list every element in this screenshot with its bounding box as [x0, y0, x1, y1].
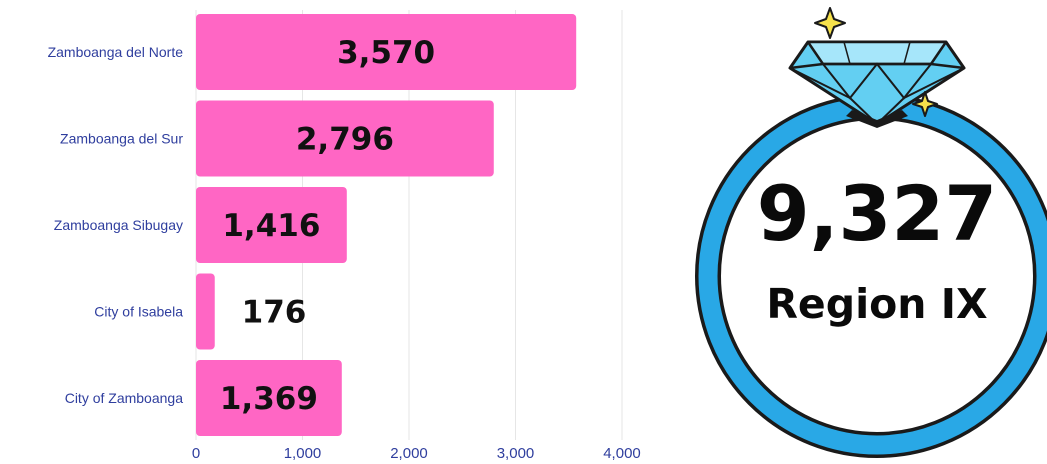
data-label: 3,570	[337, 35, 435, 71]
category-label: City of Isabela	[94, 304, 183, 320]
x-tick-label: 3,000	[497, 445, 535, 462]
diamond-icon	[788, 40, 966, 128]
category-label: Zamboanga del Norte	[48, 44, 184, 60]
sparkle-icon	[814, 7, 846, 39]
bar-chart: Zamboanga del Norte Zamboanga del Sur Zamb…	[48, 10, 641, 462]
category-label: Zamboanga del Sur	[60, 131, 183, 147]
data-labels: 3,570 2,796 1,416 176 1,369	[220, 35, 435, 417]
data-label: 1,416	[222, 208, 320, 244]
ring-center	[722, 121, 1032, 431]
data-label: 176	[242, 295, 307, 331]
data-label: 2,796	[296, 122, 394, 158]
x-tick-label: 2,000	[390, 445, 428, 462]
region-label: Region IX	[766, 280, 987, 328]
category-label: City of Zamboanga	[65, 390, 183, 406]
x-tick-label: 1,000	[284, 445, 322, 462]
sparkle-icon	[912, 91, 938, 117]
bar	[196, 360, 342, 436]
x-tick-label: 4,000	[603, 445, 641, 462]
bar	[196, 273, 215, 350]
category-labels: Zamboanga del Norte Zamboanga del Sur Zamb…	[48, 44, 184, 406]
diamond-ring-icon: 9,327 Region IX	[695, 7, 1047, 458]
data-label: 1,369	[220, 381, 318, 417]
x-axis-tick-labels: 0 1,000 2,000 3,000 4,000	[192, 445, 641, 462]
total-count: 9,327	[757, 169, 997, 258]
bars	[196, 14, 577, 436]
bar	[196, 187, 347, 263]
category-label: Zamboanga Sibugay	[54, 217, 183, 233]
x-tick-label: 0	[192, 445, 200, 462]
bar	[196, 14, 577, 90]
bar	[196, 100, 494, 177]
